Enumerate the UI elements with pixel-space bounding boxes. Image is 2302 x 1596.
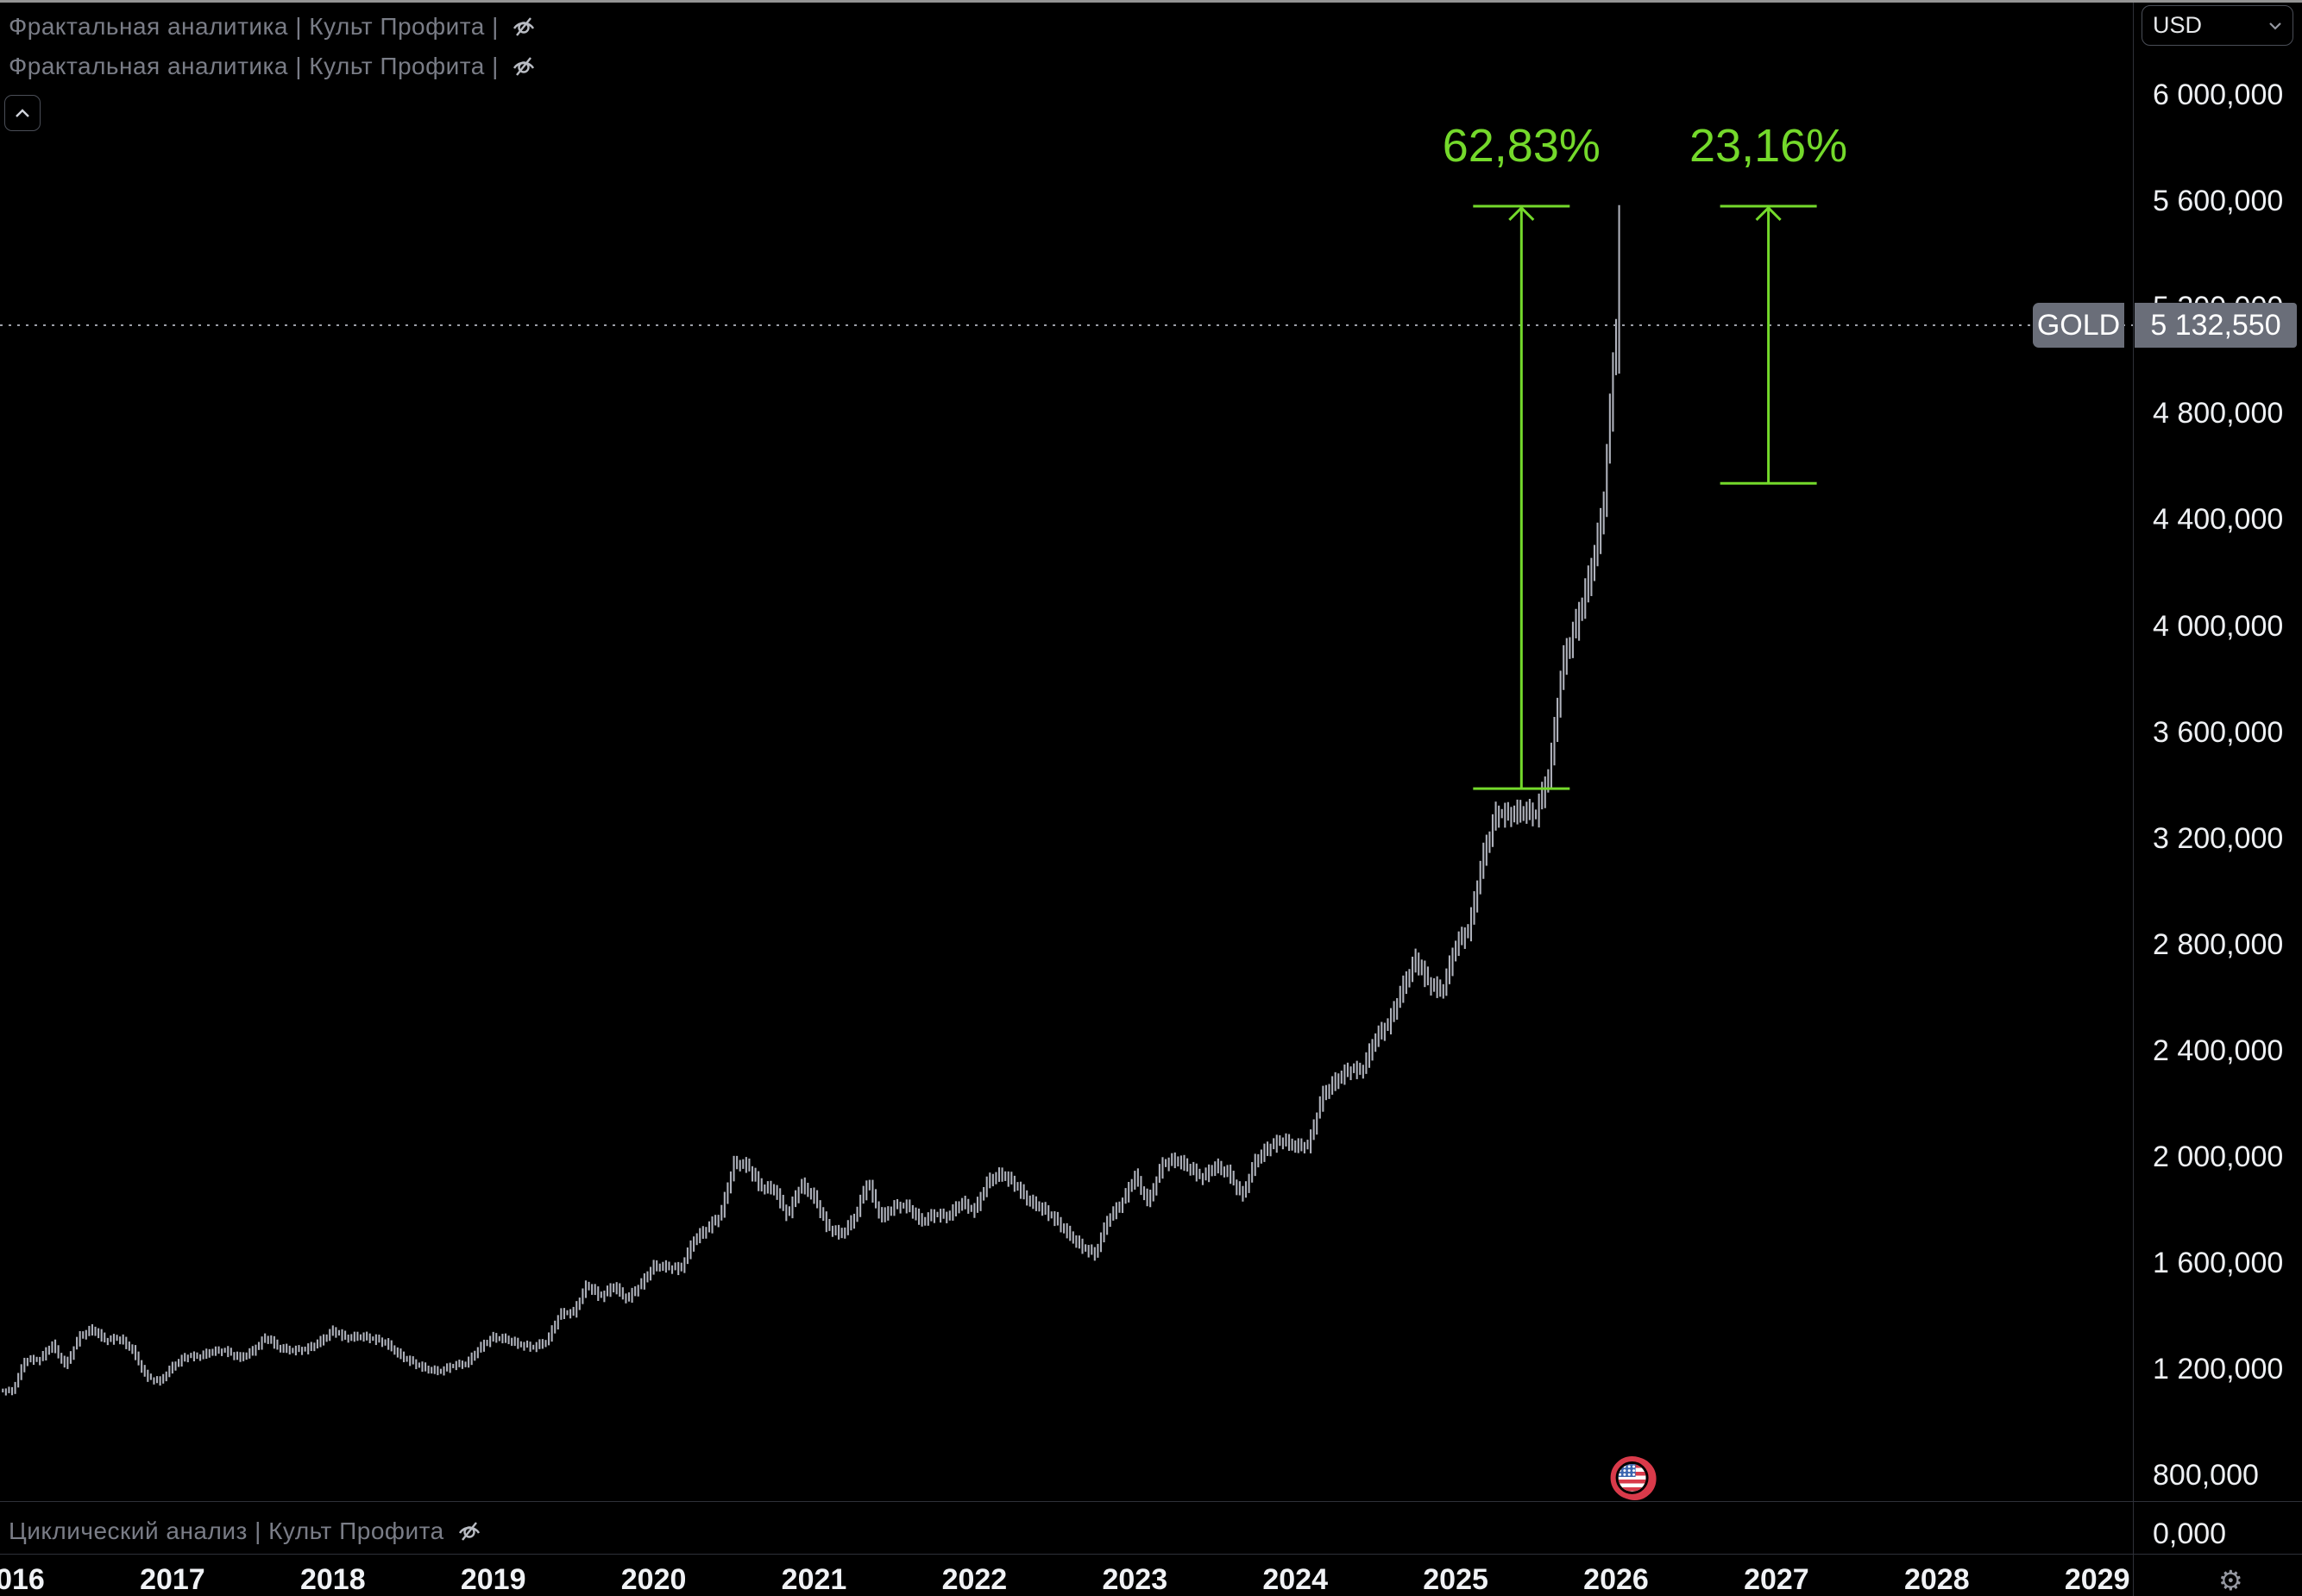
year-label: 2026 — [1583, 1563, 1649, 1596]
gear-icon[interactable]: ⚙ — [2218, 1565, 2243, 1596]
indicator-label: Фрактальная аналитика | Культ Профита | — [9, 13, 499, 40]
measurement-percent-label: 62,83% — [1443, 120, 1601, 172]
year-label: 2029 — [2064, 1563, 2130, 1596]
current-price-badge: 5 132,550 — [2135, 303, 2297, 348]
price-axis-label: 6 000,000 — [2153, 79, 2284, 111]
price-axis-label: 3 200,000 — [2153, 821, 2284, 855]
pane-separator[interactable] — [0, 1501, 2302, 1502]
price-axis-label: 1 600,000 — [2153, 1247, 2284, 1280]
indicator-legend-row[interactable]: Фрактальная аналитика | Культ Профита | — [9, 12, 538, 41]
price-axis-label: 2 800,000 — [2153, 927, 2284, 961]
legend-collapse-button[interactable] — [4, 95, 41, 131]
year-label: 2016 — [0, 1563, 45, 1596]
eye-hidden-icon[interactable] — [509, 12, 538, 41]
symbol-label: GOLD — [2036, 308, 2121, 342]
year-label: 2019 — [460, 1563, 526, 1596]
symbol-badge: GOLD — [2033, 303, 2124, 348]
year-label: 2017 — [140, 1563, 205, 1596]
lower-pane-axis-label: 0,000 — [2153, 1517, 2227, 1550]
currency-label: USD — [2153, 12, 2203, 38]
measurement-arrow[interactable]: 62,83% — [1443, 120, 1601, 790]
indicator-label: Циклический анализ | Культ Профита — [9, 1517, 444, 1544]
year-label: 2028 — [1903, 1563, 1970, 1596]
year-label: 2022 — [941, 1563, 1008, 1596]
current-price-value: 5 132,550 — [2150, 308, 2281, 342]
year-label: 2021 — [781, 1563, 847, 1596]
price-axis-label: 5 600,000 — [2153, 185, 2284, 218]
indicator-legend-row[interactable]: Фрактальная аналитика | Культ Профита | — [9, 52, 538, 81]
price-axis-label: 4 800,000 — [2153, 397, 2284, 430]
year-label: 2018 — [299, 1563, 366, 1596]
eye-hidden-icon[interactable] — [455, 1517, 484, 1546]
price-axis-label: 2 000,000 — [2153, 1140, 2284, 1173]
year-label: 2024 — [1262, 1563, 1328, 1596]
price-axis-label: 3 600,000 — [2153, 715, 2284, 749]
price-axis-label: 800,000 — [2153, 1459, 2259, 1492]
window-top-edge — [0, 0, 2302, 3]
indicator-legend-row[interactable]: Циклический анализ | Культ Профита — [9, 1517, 484, 1546]
price-axis-label: 1 200,000 — [2153, 1353, 2284, 1386]
price-axis-label: 4 400,000 — [2153, 503, 2284, 537]
measurement-percent-label: 23,16% — [1689, 120, 1847, 172]
currency-selector-button[interactable]: USD — [2142, 5, 2293, 46]
us-flag-event-icon[interactable] — [1610, 1456, 1657, 1500]
year-label: 2020 — [620, 1563, 687, 1596]
year-label: 2025 — [1423, 1563, 1488, 1596]
measurement-arrow[interactable]: 23,16% — [1689, 120, 1847, 485]
eye-hidden-icon[interactable] — [509, 52, 538, 81]
price-axis-label: 2 400,000 — [2153, 1034, 2284, 1067]
chevron-down-icon — [2269, 22, 2281, 30]
price-chart[interactable]: 62,83% 23,16% — [0, 0, 2133, 1501]
chevron-up-icon — [16, 108, 29, 117]
year-label: 2023 — [1102, 1563, 1168, 1596]
indicator-label: Фрактальная аналитика | Культ Профита | — [9, 53, 499, 79]
time-axis-separator — [0, 1554, 2302, 1555]
price-axis-label: 4 000,000 — [2153, 609, 2284, 643]
year-label: 2027 — [1744, 1563, 1809, 1596]
time-axis[interactable]: 2016 2017 2018 2019 2020 2021 2022 2023 2024 2025… — [0, 0, 2133, 1596]
price-bars — [2, 204, 1620, 1396]
